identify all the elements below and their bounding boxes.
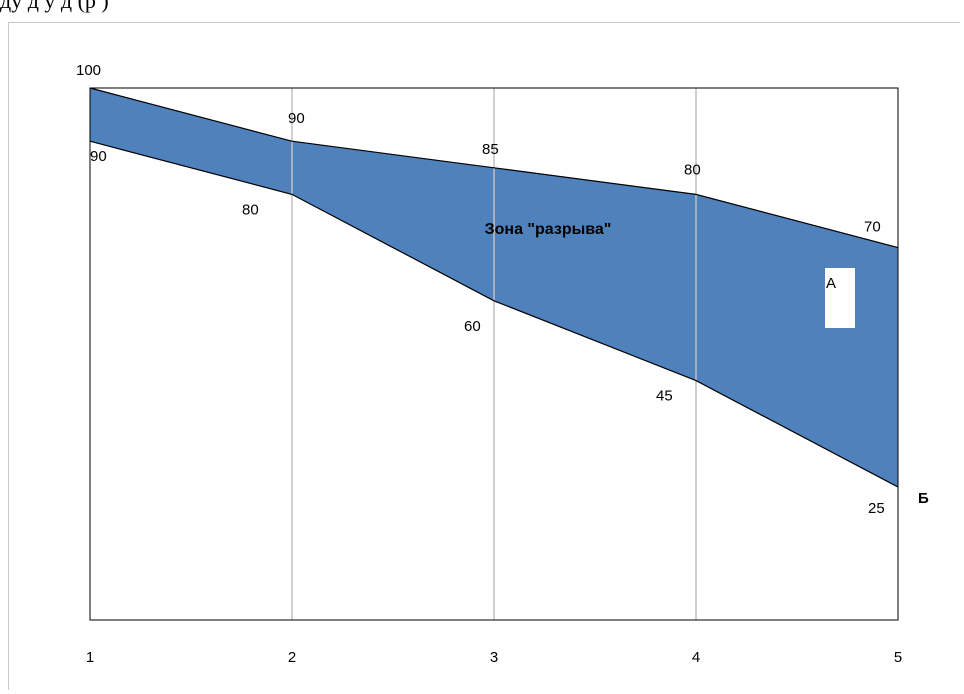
upper-data-label: 100 [76, 62, 101, 79]
lower-data-label: 90 [90, 148, 107, 165]
point-a-label: А [826, 275, 836, 292]
upper-series-line [89, 87, 899, 249]
series-lines [89, 87, 899, 488]
lower-data-label: 80 [242, 201, 259, 218]
x-tick-label: 1 [86, 649, 94, 666]
upper-data-label: 85 [482, 141, 499, 158]
data-labels: 100 90 85 80 70 90 80 60 45 25 [76, 62, 885, 517]
cropped-header-text: ду д у д (р ) [0, 0, 109, 13]
plot-area-border [89, 87, 899, 621]
figure-frame [8, 22, 960, 690]
zone-label: Зона "разрыва" [485, 221, 612, 238]
x-tick-labels: 1 2 3 4 5 [86, 649, 902, 666]
lower-data-label: 25 [868, 500, 885, 517]
lower-series-line [89, 140, 899, 488]
annotations: Зона "разрыва" А Б [485, 221, 929, 507]
x-tick-label: 2 [288, 649, 296, 666]
lower-data-label: 60 [464, 318, 481, 335]
upper-data-label: 90 [288, 110, 305, 127]
x-tick-label: 4 [692, 649, 700, 666]
upper-data-label: 80 [684, 161, 701, 178]
zone-area [90, 88, 898, 487]
upper-data-label: 70 [864, 219, 881, 236]
x-tick-label: 5 [894, 649, 902, 666]
x-tick-label: 3 [490, 649, 498, 666]
plot-frame [89, 87, 899, 621]
point-a-box [825, 268, 855, 328]
lower-data-label: 45 [656, 388, 673, 405]
point-b-label: Б [918, 490, 929, 507]
